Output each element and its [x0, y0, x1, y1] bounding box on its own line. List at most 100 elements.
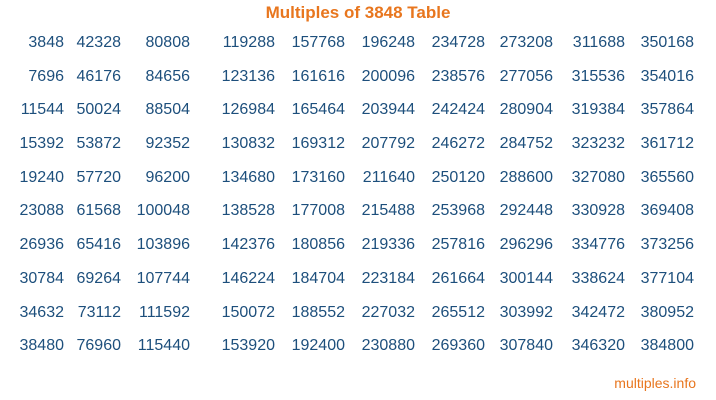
table-cell: 365560	[640, 168, 694, 186]
table-cell: 142376	[221, 236, 275, 254]
table-cell: 257816	[431, 236, 485, 254]
table-cell: 200096	[361, 67, 415, 85]
table-cell: 300144	[499, 269, 553, 287]
table-cell: 303992	[499, 303, 553, 321]
table-cell: 265512	[431, 303, 485, 321]
table-cell: 211640	[362, 168, 415, 186]
table-cell: 50024	[76, 101, 122, 119]
table-cell: 130832	[221, 135, 275, 153]
table-cell: 207792	[361, 135, 415, 153]
table-cell: 7696	[28, 67, 64, 85]
table-cell: 323232	[571, 135, 625, 153]
table-row: 30784 69264 107744 146224 184704 223184 261664…	[0, 270, 716, 304]
table-row: 11544 50024 88504 126984 165464 203944 242424 2…	[0, 101, 716, 135]
table-cell: 373256	[640, 236, 694, 254]
table-row: 23088 61568 100048 138528 177008 215488 253968…	[0, 202, 716, 236]
table-row: 15392 53872 92352 130832 169312 207792 246272 2…	[0, 135, 716, 169]
table-cell: 138528	[221, 202, 275, 220]
table-cell: 76960	[76, 337, 122, 355]
table-cell: 357864	[640, 101, 694, 119]
table-cell: 246272	[431, 135, 485, 153]
table-cell: 250120	[431, 168, 485, 186]
table-cell: 346320	[571, 337, 625, 355]
table-cell: 146224	[221, 269, 275, 287]
table-cell: 215488	[361, 202, 415, 220]
table-cell: 123136	[221, 67, 275, 85]
table-row: 19240 57720 96200 134680 173160 211640 250120 2…	[0, 169, 716, 203]
table-cell: 38480	[19, 337, 65, 355]
table-cell: 73112	[77, 303, 121, 321]
table-cell: 57720	[76, 168, 122, 186]
table-cell: 330928	[571, 202, 625, 220]
table-cell: 307840	[499, 337, 553, 355]
table-cell: 334776	[571, 236, 625, 254]
table-cell: 30784	[19, 269, 65, 287]
table-cell: 15392	[19, 135, 65, 153]
table-cell: 238576	[431, 67, 485, 85]
table-cell: 150072	[221, 303, 275, 321]
table-cell: 92352	[145, 135, 191, 153]
table-cell: 177008	[291, 202, 345, 220]
table-cell: 126984	[221, 101, 275, 119]
table-cell: 273208	[499, 34, 553, 51]
table-cell: 327080	[571, 168, 625, 186]
table-cell: 69264	[76, 269, 122, 287]
site-link[interactable]: multiples.info	[614, 375, 696, 391]
table-cell: 11544	[20, 101, 64, 119]
table-row: 34632 73112 111592 150072 188552 227032 265512…	[0, 304, 716, 338]
table-cell: 134680	[221, 168, 275, 186]
table-row: 7696 46176 84656 123136 161616 200096 238576 27…	[0, 68, 716, 102]
table-cell: 361712	[640, 135, 694, 153]
table-cell: 46176	[76, 67, 122, 85]
table-cell: 319384	[571, 101, 625, 119]
table-cell: 369408	[640, 202, 694, 220]
table-cell: 261664	[431, 269, 485, 287]
table-cell: 288600	[499, 168, 553, 186]
table-cell: 196248	[361, 34, 415, 51]
table-cell: 34632	[19, 303, 65, 321]
table-cell: 380952	[640, 303, 694, 321]
table-cell: 338624	[571, 269, 625, 287]
table-cell: 234728	[431, 34, 485, 51]
table-cell: 342472	[571, 303, 625, 321]
table-cell: 53872	[76, 135, 122, 153]
table-row: 3848 42328 80808 119288 157768 196248 234728 27…	[0, 34, 716, 68]
table-cell: 269360	[431, 337, 485, 355]
table-cell: 284752	[499, 135, 553, 153]
table-cell: 3848	[28, 34, 64, 51]
table-cell: 384800	[640, 337, 694, 355]
table-cell: 227032	[361, 303, 415, 321]
table-cell: 115440	[137, 337, 190, 355]
table-cell: 65416	[76, 236, 122, 254]
table-cell: 296296	[499, 236, 553, 254]
table-cell: 119288	[222, 34, 275, 51]
table-cell: 169312	[291, 135, 345, 153]
table-cell: 184704	[291, 269, 345, 287]
table-row: 26936 65416 103896 142376 180856 219336 257816…	[0, 236, 716, 270]
table-cell: 315536	[571, 67, 625, 85]
table-cell: 192400	[291, 337, 345, 355]
table-cell: 84656	[145, 67, 191, 85]
table-cell: 242424	[431, 101, 485, 119]
table-cell: 311688	[572, 34, 625, 51]
table-cell: 107744	[136, 269, 190, 287]
table-cell: 280904	[499, 101, 553, 119]
table-cell: 230880	[361, 337, 415, 355]
table-cell: 26936	[19, 236, 65, 254]
table-cell: 96200	[145, 168, 191, 186]
table-cell: 292448	[499, 202, 553, 220]
table-cell: 223184	[361, 269, 415, 287]
table-cell: 350168	[640, 34, 694, 51]
table-cell: 165464	[291, 101, 345, 119]
table-cell: 80808	[145, 34, 191, 51]
table-cell: 88504	[145, 101, 191, 119]
table-cell: 61568	[76, 202, 122, 220]
table-row: 38480 76960 115440 153920 192400 230880 269360…	[0, 337, 716, 371]
table-cell: 23088	[19, 202, 65, 220]
table-cell: 153920	[221, 337, 275, 355]
table-cell: 42328	[76, 34, 122, 51]
table-cell: 188552	[291, 303, 345, 321]
table-cell: 354016	[640, 67, 694, 85]
table-cell: 157768	[291, 34, 345, 51]
table-cell: 100048	[136, 202, 190, 220]
